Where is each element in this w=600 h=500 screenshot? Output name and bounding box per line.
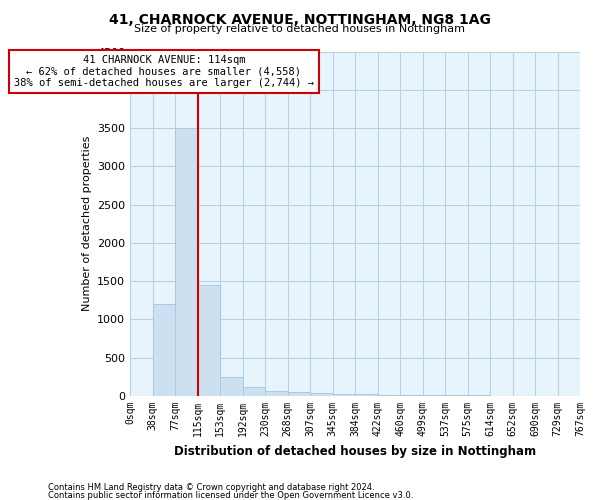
Bar	[152, 304, 175, 396]
Bar	[175, 128, 197, 396]
Bar	[422, 395, 445, 396]
Text: Contains public sector information licensed under the Open Government Licence v3: Contains public sector information licen…	[48, 490, 413, 500]
Bar	[287, 392, 310, 396]
Bar	[265, 390, 287, 396]
X-axis label: Distribution of detached houses by size in Nottingham: Distribution of detached houses by size …	[174, 444, 536, 458]
Bar	[355, 394, 377, 396]
Bar	[377, 394, 400, 396]
Bar	[197, 285, 220, 396]
Text: Contains HM Land Registry data © Crown copyright and database right 2024.: Contains HM Land Registry data © Crown c…	[48, 484, 374, 492]
Bar	[310, 393, 332, 396]
Text: 41, CHARNOCK AVENUE, NOTTINGHAM, NG8 1AG: 41, CHARNOCK AVENUE, NOTTINGHAM, NG8 1AG	[109, 12, 491, 26]
Bar	[400, 395, 422, 396]
Y-axis label: Number of detached properties: Number of detached properties	[82, 136, 92, 312]
Text: Size of property relative to detached houses in Nottingham: Size of property relative to detached ho…	[134, 24, 466, 34]
Text: 41 CHARNOCK AVENUE: 114sqm
← 62% of detached houses are smaller (4,558)
38% of s: 41 CHARNOCK AVENUE: 114sqm ← 62% of deta…	[14, 55, 314, 88]
Bar	[332, 394, 355, 396]
Bar	[242, 387, 265, 396]
Bar	[220, 377, 242, 396]
